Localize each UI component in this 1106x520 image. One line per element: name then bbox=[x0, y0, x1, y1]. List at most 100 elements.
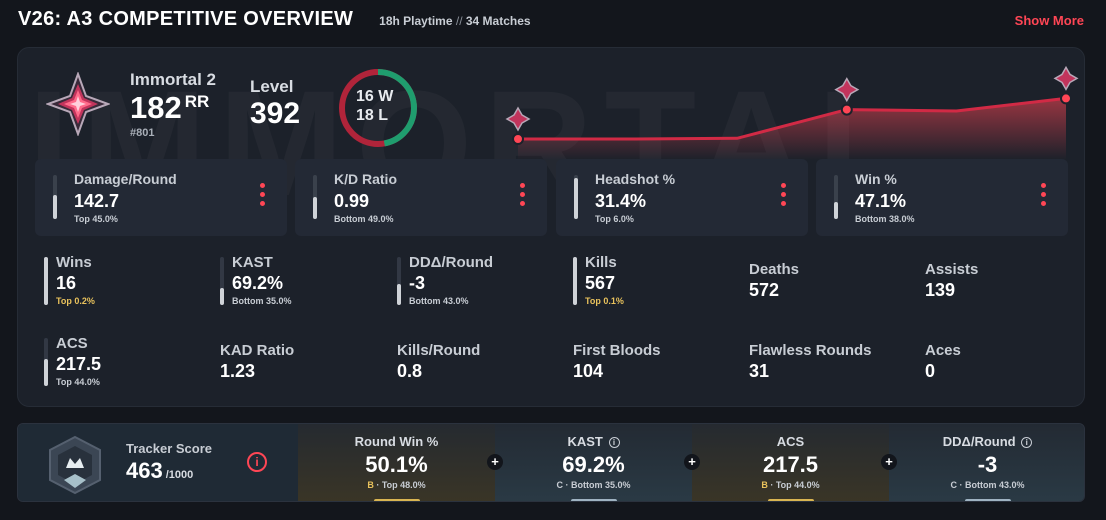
stat-value: 572 bbox=[749, 280, 780, 300]
metric-grade: C · Bottom 43.0% bbox=[950, 480, 1025, 490]
metric-grade: C · Bottom 35.0% bbox=[556, 480, 631, 490]
plus-icon: + bbox=[881, 454, 897, 470]
rank-badge-icon bbox=[1053, 65, 1079, 91]
page-title: V26: A3 COMPETITIVE OVERVIEW bbox=[18, 8, 354, 30]
more-options-icon[interactable] bbox=[518, 183, 526, 211]
stat-label: Aces bbox=[925, 342, 961, 359]
metric-label: Round Win % bbox=[354, 434, 439, 449]
win-loss-ring bbox=[339, 69, 417, 147]
stat-first-bloods: First Bloods 104 bbox=[573, 330, 743, 382]
metric-value: -3 bbox=[977, 452, 998, 477]
plus-icon: + bbox=[684, 454, 700, 470]
grade-pill bbox=[767, 499, 814, 501]
stat-card-kd-ratio[interactable]: K/D Ratio 0.99 Bottom 49.0% bbox=[295, 159, 547, 236]
stat-value: 31.4% bbox=[595, 191, 647, 211]
stat-kills: Kills 567 Top 0.1% bbox=[565, 249, 735, 306]
stat-value: 104 bbox=[573, 361, 604, 381]
separator: // bbox=[455, 14, 463, 28]
stat-value: -3 bbox=[409, 273, 426, 293]
stat-percentile: Bottom 38.0% bbox=[855, 214, 915, 224]
percentile-bar bbox=[220, 257, 224, 305]
plus-icon: + bbox=[487, 454, 503, 470]
playtime-summary: 18h Playtime // 34 Matches bbox=[379, 14, 530, 28]
grade-pill bbox=[373, 499, 420, 501]
stat-label: Flawless Rounds bbox=[749, 342, 872, 359]
stat-card-win-percent[interactable]: Win % 47.1% Bottom 38.0% bbox=[816, 159, 1068, 236]
rank-rating: 182 RR bbox=[130, 90, 209, 126]
metric-kast: KAST i 69.2% C · Bottom 35.0% bbox=[495, 424, 692, 501]
stat-value: 217.5 bbox=[56, 354, 102, 374]
stat-percentile: Top 44.0% bbox=[56, 377, 100, 387]
more-options-icon[interactable] bbox=[258, 183, 266, 211]
tracker-score-summary: Tracker Score 463/1000 i bbox=[18, 424, 298, 501]
info-icon[interactable]: i bbox=[247, 452, 267, 472]
stat-value: 142.7 bbox=[74, 191, 120, 211]
stat-value: 31 bbox=[749, 361, 770, 381]
stat-value: 69.2% bbox=[232, 273, 284, 293]
stat-value: 47.1% bbox=[855, 191, 907, 211]
stat-value: 567 bbox=[585, 273, 616, 293]
stat-value: 0.8 bbox=[397, 361, 423, 381]
stat-deaths: Deaths 572 bbox=[749, 249, 919, 301]
percentile-bar bbox=[44, 338, 48, 386]
stat-value: 0.99 bbox=[334, 191, 370, 211]
stat-label: Kills/Round bbox=[397, 342, 481, 359]
stat-card-damage-round[interactable]: Damage/Round 142.7 Top 45.0% bbox=[35, 159, 287, 236]
stat-card-headshot[interactable]: Headshot % 31.4% Top 6.0% bbox=[556, 159, 808, 236]
percentile-bar bbox=[397, 257, 401, 305]
stat-label: Damage/Round bbox=[74, 171, 177, 187]
metric-acs: ACS 217.5 B · Top 44.0% bbox=[692, 424, 889, 501]
rank-badge-icon bbox=[834, 77, 860, 103]
wins-count: 16 W bbox=[356, 88, 394, 105]
stat-flawless-rounds: Flawless Rounds 31 bbox=[749, 330, 919, 382]
stat-value: 1.23 bbox=[220, 361, 256, 381]
stat-value: 16 bbox=[56, 273, 77, 293]
stat-acs: ACS 217.5 Top 44.0% bbox=[36, 330, 206, 387]
stat-value: 139 bbox=[925, 280, 956, 300]
immortal-rank-icon bbox=[46, 72, 110, 136]
rr-point[interactable] bbox=[1060, 92, 1072, 105]
stat-percentile: Bottom 43.0% bbox=[409, 296, 469, 306]
info-icon[interactable]: i bbox=[1021, 437, 1033, 448]
rr-area bbox=[518, 98, 1066, 160]
stat-dd-delta-round: DDΔ/Round -3 Bottom 43.0% bbox=[389, 249, 559, 306]
stat-percentile: Top 0.2% bbox=[56, 296, 95, 306]
stat-label: Wins bbox=[56, 254, 92, 271]
stat-label: Assists bbox=[925, 261, 979, 278]
score-number: 463 bbox=[126, 458, 163, 483]
stat-kills-round: Kills/Round 0.8 bbox=[397, 330, 567, 382]
win-loss-text: 16 W 18 L bbox=[356, 87, 406, 125]
percentile-bar bbox=[313, 175, 317, 219]
stat-label: Deaths bbox=[749, 261, 800, 278]
percentile-bar bbox=[834, 175, 838, 219]
metric-grade: B · Top 48.0% bbox=[367, 480, 426, 490]
metric-label: ACS bbox=[776, 434, 805, 449]
stat-label: First Bloods bbox=[573, 342, 661, 359]
stat-value: 0 bbox=[925, 361, 936, 381]
metric-label: DDΔ/Round i bbox=[889, 434, 1084, 449]
playtime: 18h Playtime bbox=[379, 14, 453, 28]
rr-point[interactable] bbox=[512, 133, 524, 145]
stat-label: KAD Ratio bbox=[220, 342, 295, 359]
stat-percentile: Bottom 49.0% bbox=[334, 214, 394, 224]
level-value: 392 bbox=[250, 97, 301, 130]
stat-label: K/D Ratio bbox=[334, 171, 397, 187]
stat-percentile: Top 45.0% bbox=[74, 214, 118, 224]
tracker-score-label: Tracker Score bbox=[126, 441, 213, 456]
metric-grade: B · Top 44.0% bbox=[761, 480, 820, 490]
metric-value: 217.5 bbox=[762, 452, 819, 477]
info-icon[interactable]: i bbox=[608, 437, 620, 448]
stat-percentile: Bottom 35.0% bbox=[232, 296, 292, 306]
matches-count: 34 Matches bbox=[465, 14, 531, 28]
metric-dd-delta-round: DDΔ/Round i -3 C · Bottom 43.0% bbox=[889, 424, 1084, 501]
show-more-link[interactable]: Show More bbox=[1014, 13, 1084, 28]
percentile-bar bbox=[574, 175, 578, 219]
rr-history-chart bbox=[505, 65, 1079, 160]
rank-badge-icon bbox=[505, 106, 531, 132]
tracker-score-value: 463/1000 bbox=[126, 458, 193, 484]
more-options-icon[interactable] bbox=[1039, 183, 1047, 211]
more-options-icon[interactable] bbox=[779, 183, 787, 211]
metric-round-win: Round Win % 50.1% B · Top 48.0% bbox=[298, 424, 495, 501]
stat-label: DDΔ/Round bbox=[409, 254, 494, 271]
rr-point[interactable] bbox=[840, 103, 853, 116]
